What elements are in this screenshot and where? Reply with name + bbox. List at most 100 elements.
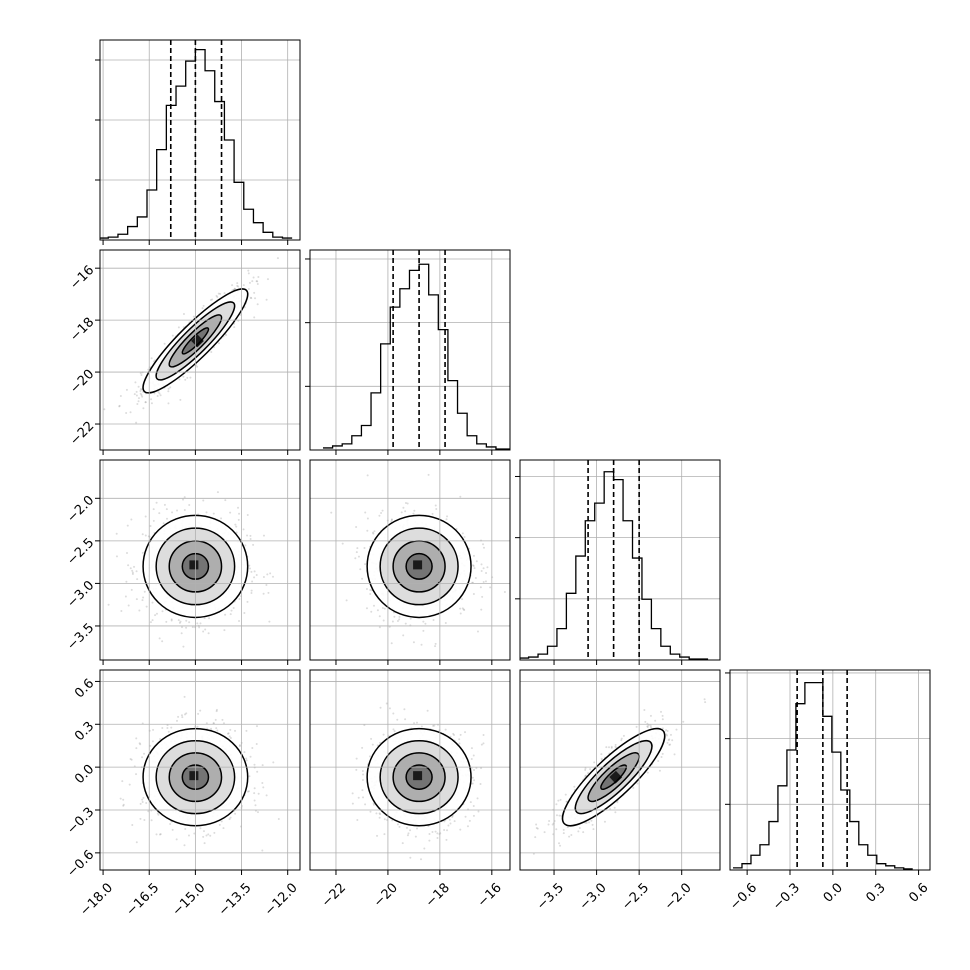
- scatter-point: [476, 630, 479, 633]
- scatter-point: [434, 504, 437, 507]
- scatter-point: [461, 532, 464, 535]
- scatter-point: [396, 619, 399, 622]
- scatter-point: [356, 818, 359, 821]
- scatter-point: [207, 833, 210, 836]
- scatter-point: [137, 385, 140, 388]
- scatter-point: [400, 511, 403, 514]
- scatter-point: [196, 725, 199, 728]
- scatter-point: [202, 630, 205, 633]
- scatter-point: [266, 278, 269, 281]
- scatter-point: [357, 796, 360, 799]
- scatter-point: [361, 746, 364, 749]
- scatter-point: [447, 824, 450, 827]
- scatter-point: [474, 577, 477, 580]
- density-peak: [189, 560, 199, 570]
- scatter-point: [135, 747, 138, 750]
- scatter-point: [369, 810, 372, 813]
- scatter-point: [412, 512, 415, 515]
- scatter-point: [632, 786, 635, 789]
- scatter-point: [476, 797, 479, 800]
- scatter-point: [486, 566, 489, 569]
- scatter-point: [396, 718, 399, 721]
- scatter-point: [471, 782, 474, 785]
- scatter-point: [225, 334, 228, 337]
- panel-3-1: [351, 702, 485, 861]
- y-tick-label: −2.0: [64, 493, 97, 526]
- scatter-point: [413, 509, 416, 512]
- scatter-point: [210, 727, 213, 730]
- scatter-point: [401, 842, 404, 845]
- scatter-point: [479, 586, 482, 589]
- scatter-point: [370, 737, 373, 740]
- scatter-point: [436, 837, 439, 840]
- scatter-point: [183, 496, 186, 499]
- scatter-point: [233, 287, 236, 290]
- scatter-point: [432, 618, 435, 621]
- scatter-point: [150, 398, 153, 401]
- scatter-point: [119, 395, 122, 398]
- scatter-point: [398, 618, 401, 621]
- panel-frame: [99, 669, 301, 871]
- scatter-point: [243, 611, 246, 614]
- scatter-point: [210, 351, 213, 354]
- scatter-point: [128, 783, 131, 786]
- scatter-point: [126, 552, 129, 555]
- scatter-point: [404, 510, 407, 513]
- scatter-point: [202, 835, 205, 838]
- scatter-point: [472, 814, 475, 817]
- scatter-point: [272, 761, 275, 764]
- scatter-point: [436, 832, 439, 835]
- scatter-point: [118, 404, 121, 407]
- scatter-point: [462, 608, 465, 611]
- scatter-point: [183, 695, 186, 698]
- scatter-point: [175, 719, 178, 722]
- scatter-point: [592, 828, 595, 831]
- scatter-point: [167, 390, 170, 393]
- contour-line: [392, 752, 446, 803]
- scatter-point: [473, 779, 476, 782]
- scatter-point: [133, 565, 136, 568]
- scatter-point: [149, 525, 152, 528]
- scatter-point: [143, 590, 146, 593]
- scatter-point: [406, 834, 409, 837]
- scatter-point: [392, 728, 395, 731]
- scatter-point: [379, 813, 382, 816]
- scatter-point: [458, 742, 461, 745]
- scatter-point: [253, 316, 256, 319]
- scatter-point: [119, 797, 122, 800]
- scatter-point: [227, 732, 230, 735]
- scatter-point: [459, 612, 462, 615]
- contour-line: [155, 301, 236, 381]
- scatter-point: [238, 597, 241, 600]
- scatter-point: [204, 628, 207, 631]
- scatter-point: [255, 573, 258, 576]
- scatter-point: [409, 617, 412, 620]
- scatter-point: [141, 395, 144, 398]
- scatter-point: [250, 297, 253, 300]
- scatter-point: [470, 758, 473, 761]
- scatter-point: [443, 829, 446, 832]
- scatter-point: [177, 619, 180, 622]
- scatter-point: [262, 534, 265, 537]
- scatter-point: [211, 298, 214, 301]
- scatter-point: [137, 397, 140, 400]
- scatter-point: [423, 847, 426, 850]
- scatter-point: [183, 509, 186, 512]
- scatter-point: [356, 547, 359, 550]
- scatter-point: [129, 567, 132, 570]
- scatter-point: [477, 810, 480, 813]
- scatter-point: [196, 365, 199, 368]
- scatter-point: [369, 593, 372, 596]
- scatter-point: [415, 721, 418, 724]
- scatter-point: [120, 609, 123, 612]
- scatter-point: [424, 622, 427, 625]
- scatter-point: [682, 720, 685, 723]
- scatter-point: [163, 503, 166, 506]
- scatter-point: [230, 609, 233, 612]
- scatter-point: [376, 834, 379, 837]
- scatter-point: [482, 742, 485, 745]
- contour-line: [168, 314, 223, 368]
- scatter-point: [229, 728, 232, 731]
- scatter-point: [605, 746, 608, 749]
- scatter-point: [479, 783, 482, 786]
